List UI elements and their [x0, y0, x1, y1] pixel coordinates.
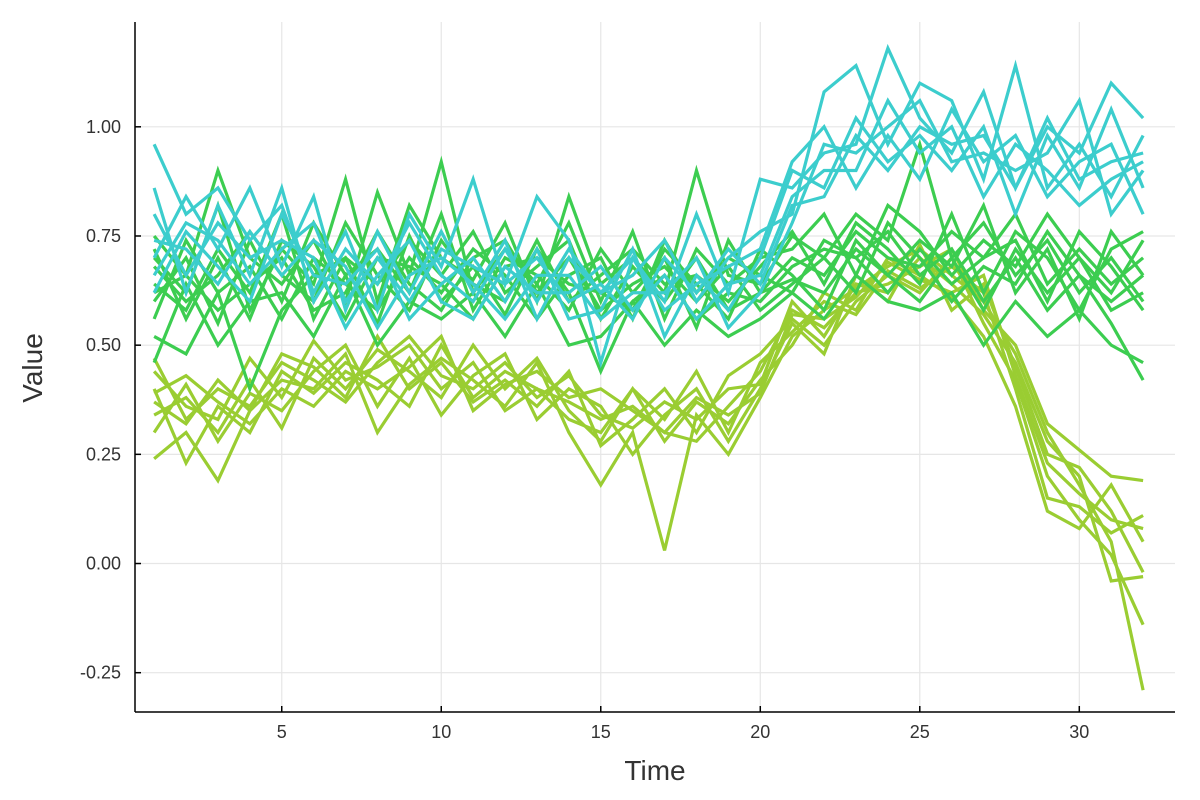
series-line-cyan-25: [152, 114, 1144, 322]
x-tick-label: 5: [277, 722, 287, 742]
series-line-cyan-19: [152, 43, 1145, 369]
y-tick-label: 0.50: [86, 335, 121, 355]
series-line-green-15: [152, 210, 1144, 314]
y-tick-label: 0.00: [86, 554, 121, 574]
series-line-green-18: [152, 271, 1144, 365]
series-line-yellow-green-6: [153, 264, 1144, 535]
axes-layer: [134, 22, 1175, 713]
x-axis-title: Time: [624, 755, 685, 786]
y-tick-label: 0.25: [86, 444, 121, 464]
series-line-yellow-green-7: [152, 255, 1144, 583]
x-tick-label: 15: [591, 722, 611, 742]
y-tick-label: -0.25: [80, 663, 121, 683]
x-tick-label: 25: [910, 722, 930, 742]
series-line-cyan-24: [152, 105, 1145, 313]
series-line-green-16: [153, 220, 1145, 313]
x-tick-label: 30: [1069, 722, 1089, 742]
series-layer: [152, 43, 1145, 691]
y-tick-label: 1.00: [86, 117, 121, 137]
x-tick-label: 10: [431, 722, 451, 742]
y-axis-title: Value: [17, 333, 48, 403]
series-line-cyan-20: [152, 59, 1145, 323]
x-tick-label: 20: [750, 722, 770, 742]
tick-label-layer: 5 10 15 20 25 30 -0.25 0.00 0.25 0.50 0.75 1.00: [80, 117, 1089, 742]
y-tick-label: 0.75: [86, 226, 121, 246]
